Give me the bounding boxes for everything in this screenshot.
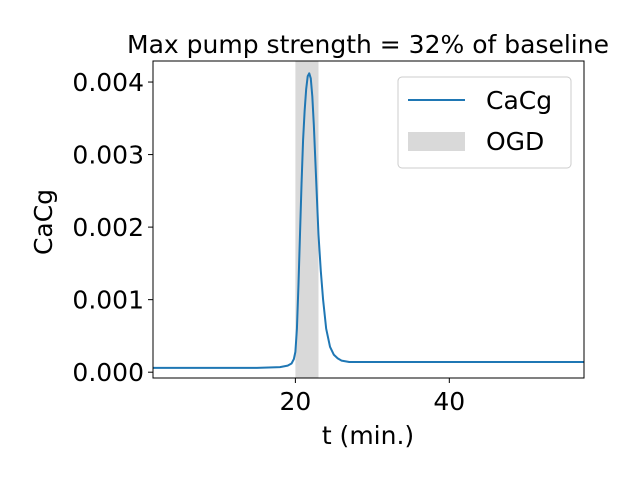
y-tick-label: 0.002 — [72, 213, 144, 242]
series-line-cacg — [153, 72, 584, 369]
series-layer — [153, 72, 584, 369]
y-tick-label: 0.001 — [72, 286, 144, 315]
y-axis-ticks: 0.000 0.001 0.002 0.003 0.004 — [72, 68, 153, 387]
x-axis-label: t (min.) — [322, 421, 414, 450]
legend-swatch-ogd — [408, 132, 465, 151]
legend-label-cacg: CaCg — [486, 86, 552, 115]
y-tick-label: 0.000 — [72, 358, 144, 387]
x-tick-label: 40 — [433, 387, 465, 416]
y-tick-label: 0.004 — [72, 68, 144, 97]
shaded-region-ogd — [295, 61, 319, 378]
y-tick-label: 0.003 — [72, 141, 144, 170]
x-axis-ticks: 20 40 — [279, 378, 465, 416]
plot-area — [152, 60, 585, 379]
plot-frame — [152, 60, 585, 379]
shaded-regions — [295, 61, 319, 378]
x-tick-label: 20 — [279, 387, 311, 416]
legend-label-ogd: OGD — [486, 127, 544, 156]
y-axis-label: CaCg — [29, 189, 58, 255]
chart-title: Max pump strength = 32% of baseline — [127, 30, 609, 59]
legend: CaCg OGD — [397, 76, 572, 169]
